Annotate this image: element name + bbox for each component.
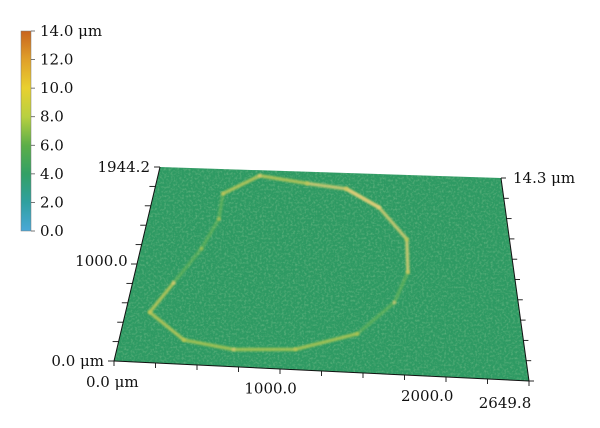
colorbar-tick-label: 0.0 bbox=[40, 222, 64, 240]
rim-highlight bbox=[344, 187, 410, 274]
x-tick-label: 1000.0 bbox=[244, 380, 297, 398]
rim-point bbox=[344, 187, 349, 191]
y-tick-label: 1000.0 bbox=[75, 252, 128, 270]
colorbar-tick-label: 10.0 bbox=[40, 79, 73, 97]
rim-highlight bbox=[182, 332, 359, 351]
colorbar-tick-label: 12.0 bbox=[40, 51, 73, 69]
rim-point bbox=[406, 270, 410, 275]
y-tick-label: 0.0 μm bbox=[51, 352, 104, 370]
rim-point bbox=[199, 246, 204, 251]
colorbar-bar bbox=[20, 30, 32, 232]
rim-point bbox=[147, 310, 152, 315]
y-axis-ticks: 0.0 μm 1000.0 1944.2 bbox=[51, 158, 160, 370]
x-tick-label: 0.0 μm bbox=[86, 373, 139, 391]
rim-point bbox=[392, 300, 397, 305]
y-tick-label: 1944.2 bbox=[98, 158, 151, 176]
rim-point bbox=[231, 347, 236, 352]
rim-point bbox=[293, 347, 298, 352]
rim-point bbox=[221, 191, 225, 196]
rim-point bbox=[171, 281, 176, 285]
z-axis-ticks: 14.3 μm bbox=[501, 169, 575, 382]
crater-rim bbox=[147, 173, 410, 352]
colorbar-tick-label: 8.0 bbox=[40, 108, 64, 126]
colorbar-tick-label: 2.0 bbox=[40, 193, 64, 211]
surface-texture bbox=[114, 167, 529, 381]
colorbar-tick-label: 4.0 bbox=[40, 165, 64, 183]
rim-point bbox=[217, 217, 221, 221]
x-axis-ticks: 0.0 μm 1000.0 2000.0 2649.8 bbox=[86, 361, 531, 412]
surface-plot: 0.0 μm 1000.0 2000.0 2649.8 0.0 μm 1000.0 194… bbox=[51, 158, 575, 412]
colorbar-ticks: 14.0 μm 12.0 10.0 8.0 6.0 4.0 2.0 0.0 bbox=[31, 22, 102, 240]
colorbar-tick-label: 14.0 μm bbox=[40, 22, 102, 40]
colorbar: 14.0 μm 12.0 10.0 8.0 6.0 4.0 2.0 0.0 bbox=[20, 22, 102, 240]
rim-point bbox=[377, 205, 381, 210]
x-tick-label: 2649.8 bbox=[479, 394, 532, 412]
rim-point bbox=[355, 332, 360, 336]
rim-point bbox=[257, 173, 262, 178]
rim-point bbox=[182, 338, 186, 342]
x-tick-label: 2000.0 bbox=[401, 387, 454, 405]
rim-point bbox=[305, 181, 310, 186]
z-tick-label: 14.3 μm bbox=[513, 169, 575, 187]
rim-point bbox=[405, 237, 409, 241]
colorbar-tick-label: 6.0 bbox=[40, 136, 64, 154]
